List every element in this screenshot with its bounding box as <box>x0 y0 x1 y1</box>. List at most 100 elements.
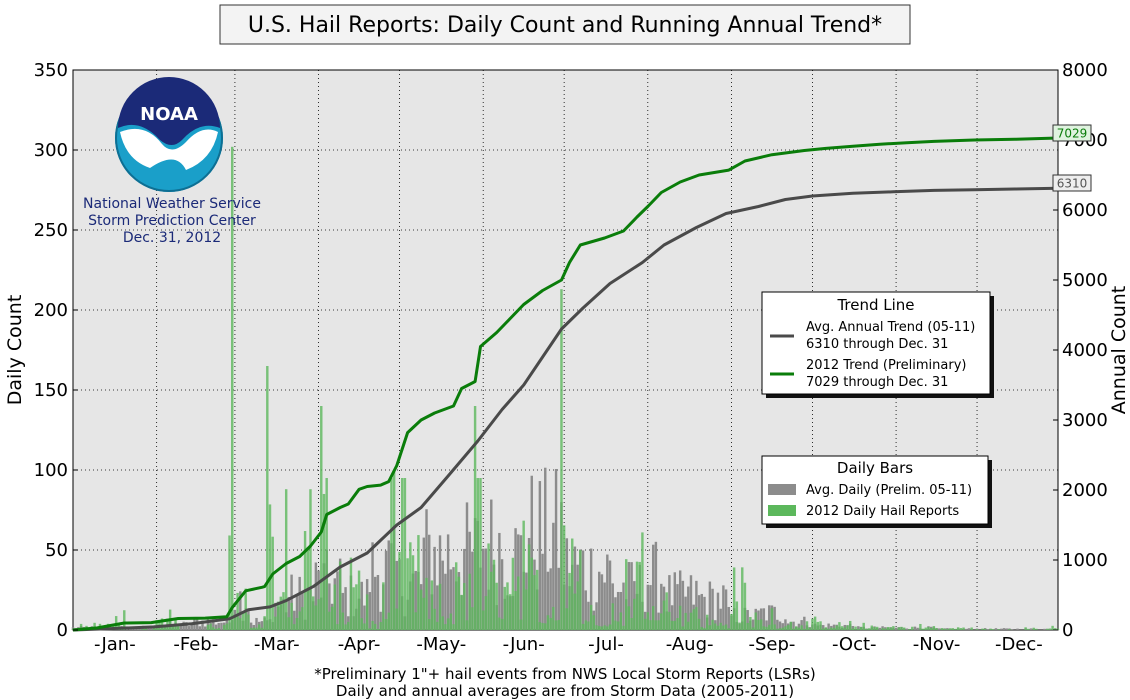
avg-daily-bar <box>260 621 264 630</box>
daily-2012-bar <box>236 592 239 630</box>
daily-2012-bar <box>924 627 927 630</box>
daily-2012-bar <box>141 628 145 630</box>
month-label: -Aug- <box>666 634 714 655</box>
avg-daily-bar <box>414 570 417 630</box>
daily-2012-bar <box>449 613 453 630</box>
daily-2012-bar <box>838 622 841 630</box>
avg-daily-bar <box>608 560 612 630</box>
legend-2012-detail: 7029 through Dec. 31 <box>806 375 948 390</box>
daily-2012-bar <box>212 627 215 630</box>
daily-2012-bar <box>522 520 525 630</box>
avg-daily-bar <box>201 620 204 630</box>
left-tick-label: 0 <box>57 620 68 641</box>
avg-daily-bar <box>668 575 671 630</box>
daily-2012-bar <box>1027 628 1030 630</box>
daily-2012-bar <box>506 582 509 630</box>
right-tick-label: 5000 <box>1062 270 1108 291</box>
daily-2012-bar <box>409 542 412 630</box>
avg-daily-bar <box>1002 628 1006 630</box>
avg-daily-bar <box>587 601 590 630</box>
daily-2012-bar <box>749 616 752 630</box>
daily-2012-bar <box>859 627 863 630</box>
daily-2012-bar <box>257 624 261 630</box>
daily-2012-bar <box>276 601 280 630</box>
avg-daily-bar <box>746 610 749 630</box>
daily-2012-bar <box>630 617 633 630</box>
avg-daily-bar <box>206 619 210 630</box>
avg-daily-bar <box>916 627 919 630</box>
daily-2012-bar <box>830 627 833 630</box>
avg-daily-bar <box>552 522 555 630</box>
avg-daily-bar <box>1016 628 1019 630</box>
daily-2012-bar <box>1056 628 1060 630</box>
avg-daily-bar <box>724 589 728 630</box>
avg-daily-bar <box>225 616 229 630</box>
daily-2012-bar <box>800 625 803 630</box>
avg-daily-bar <box>438 535 442 630</box>
daily-2012-bar <box>738 622 741 630</box>
daily-2012-bar <box>530 557 533 630</box>
daily-2012-bar <box>622 625 625 630</box>
daily-2012-bar <box>93 622 96 630</box>
avg-daily-bar <box>139 627 142 630</box>
daily-2012-bar <box>498 617 501 630</box>
daily-2012-bar <box>463 583 466 630</box>
avg-daily-bar <box>660 583 663 630</box>
avg-daily-bar <box>374 576 377 630</box>
daily-2012-bar <box>927 626 930 630</box>
daily-2012-bar <box>344 624 347 630</box>
avg-daily-bar <box>187 626 191 630</box>
avg-daily-bar <box>616 591 620 630</box>
avg-daily-bar <box>557 567 560 630</box>
daily-2012-bar <box>290 602 293 630</box>
avg-daily-bar <box>252 624 256 630</box>
daily-2012-bar <box>503 586 506 630</box>
footnote-line-1: *Preliminary 1"+ hail events from NWS Lo… <box>314 665 816 683</box>
daily-2012-bar <box>171 625 175 630</box>
daily-2012-bar <box>395 608 399 630</box>
daily-2012-bar <box>584 620 587 630</box>
avg-daily-bar <box>630 562 633 630</box>
daily-2012-bar <box>328 611 331 630</box>
end-label-avg-text: 6310 <box>1057 177 1088 191</box>
daily-2012-bar <box>206 624 210 630</box>
left-axis-ticks: 0 50 100 150 200 250 300 350 <box>34 60 78 641</box>
daily-2012-bar <box>231 146 234 631</box>
daily-2012-bar <box>660 613 663 630</box>
daily-2012-bar <box>983 628 987 630</box>
daily-2012-bar <box>765 626 768 630</box>
daily-2012-bar <box>822 628 825 630</box>
daily-2012-bar <box>252 627 256 630</box>
daily-2012-bar <box>732 567 736 630</box>
avg-daily-bar <box>379 611 382 630</box>
avg-daily-bar <box>649 585 652 630</box>
daily-2012-bar <box>368 628 372 630</box>
daily-2012-bar <box>803 628 806 630</box>
avg-daily-bar <box>822 625 825 630</box>
daily-2012-bar <box>568 572 571 630</box>
daily-2012-bar <box>411 555 415 630</box>
daily-2012-bar <box>279 596 283 630</box>
daily-2012-bar <box>784 626 787 630</box>
avg-daily-bar <box>538 481 542 630</box>
avg-daily-bar <box>190 624 193 630</box>
chart-title-box: U.S. Hail Reports: Daily Count and Runni… <box>219 4 911 45</box>
daily-2012-bar <box>662 600 666 630</box>
avg-daily-bar <box>530 475 533 630</box>
noaa-org-text: National Weather Service Storm Predictio… <box>83 196 261 246</box>
avg-daily-bar <box>589 548 593 630</box>
avg-daily-bar <box>481 548 485 630</box>
daily-2012-bar <box>217 628 220 630</box>
daily-2012-bar <box>433 608 436 630</box>
daily-2012-bar <box>754 612 757 630</box>
daily-2012-bar <box>956 627 960 630</box>
left-tick-label: 200 <box>34 300 68 321</box>
avg-daily-bar <box>894 627 898 630</box>
daily-2012-bar <box>792 628 795 630</box>
daily-2012-bar <box>341 612 345 630</box>
avg-daily-bar <box>703 596 706 630</box>
daily-2012-bar <box>940 628 944 630</box>
daily-2012-bar <box>419 589 423 630</box>
daily-2012-bar <box>562 525 566 630</box>
avg-daily-bar <box>598 571 601 630</box>
